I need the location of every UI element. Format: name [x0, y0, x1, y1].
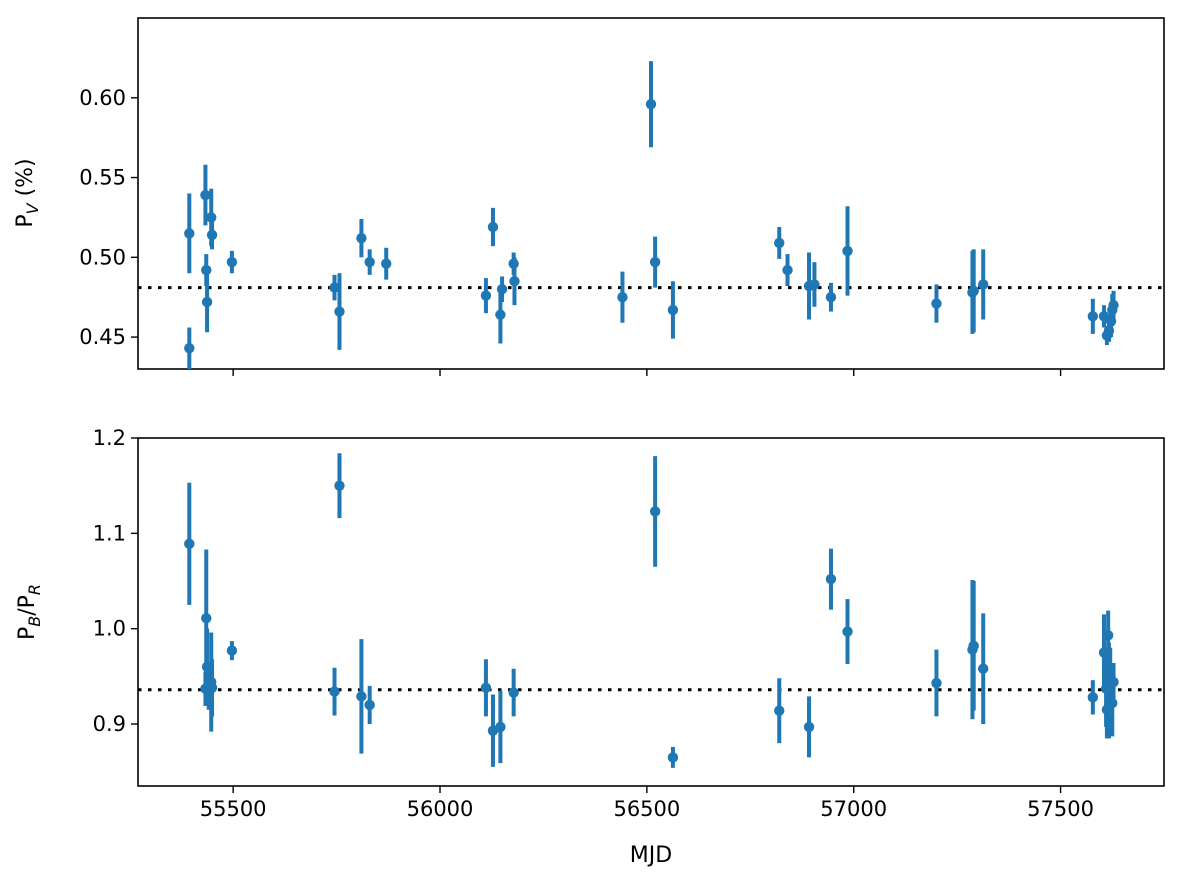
y-tick-label: 1.1 [93, 521, 126, 545]
top-panel: 0.45 0.50 0.55 0.60 PV (%) [13, 17, 1165, 376]
y-tick-label: 0.9 [93, 712, 126, 736]
data-point [968, 640, 979, 652]
data-point [508, 687, 519, 698]
data-point [842, 245, 853, 257]
data-point [364, 256, 375, 268]
x-tick-label: 57000 [820, 797, 887, 821]
data-point [480, 290, 492, 301]
top-plot-frame [137, 17, 1165, 370]
data-point [200, 189, 211, 201]
x-tick-label: 56500 [613, 797, 680, 821]
top-data-series [184, 61, 1119, 369]
data-point [334, 480, 345, 491]
data-point [1087, 692, 1099, 703]
data-point [809, 279, 820, 290]
data-point [617, 292, 628, 303]
data-point [1108, 299, 1119, 311]
top-y-axis: 0.45 0.50 0.55 0.60 [79, 86, 138, 349]
data-point [782, 264, 793, 276]
bottom-x-axis-label: MJD [630, 843, 672, 868]
x-tick-label: 57500 [1027, 797, 1094, 821]
data-point [1087, 311, 1099, 322]
data-point [968, 285, 979, 297]
top-y-axis-label: PV (%) [13, 158, 42, 227]
data-point [184, 343, 195, 354]
bottom-plot-frame [137, 437, 1165, 787]
data-point [649, 256, 661, 268]
data-point [495, 721, 506, 733]
data-point [226, 256, 238, 268]
data-point [480, 682, 492, 693]
data-point [842, 626, 853, 637]
data-point [364, 699, 375, 711]
data-point [667, 304, 679, 316]
data-point [978, 279, 989, 290]
data-point [509, 276, 520, 287]
data-point [329, 686, 340, 697]
bottom-data-series [184, 453, 1119, 768]
data-point [356, 691, 367, 702]
y-tick-label: 0.45 [79, 325, 126, 349]
data-point [381, 258, 392, 269]
y-tick-label: 1.2 [93, 426, 126, 450]
data-point [649, 506, 661, 517]
data-point [978, 663, 989, 674]
data-point [1108, 676, 1119, 688]
data-point [201, 612, 212, 624]
bottom-x-axis: 55500 56000 56500 57000 57500 [200, 786, 1094, 821]
x-tick-label: 56000 [407, 797, 474, 821]
data-point [496, 284, 508, 295]
data-point [206, 212, 217, 223]
data-point [931, 298, 942, 309]
x-tick-label: 55500 [200, 797, 267, 821]
y-tick-label: 0.60 [79, 86, 126, 110]
bottom-y-axis: 0.9 1.0 1.1 1.2 [93, 426, 138, 736]
data-point [334, 306, 345, 317]
y-tick-label: 0.55 [79, 166, 126, 190]
y-tick-label: 0.50 [79, 245, 126, 269]
data-point [184, 228, 195, 239]
data-point [201, 296, 213, 308]
data-point [774, 237, 785, 249]
data-point [226, 645, 238, 656]
bottom-y-axis-label: PB/PR [15, 584, 44, 640]
data-point [825, 292, 837, 303]
data-point [1102, 630, 1114, 641]
data-point [931, 677, 942, 689]
data-point [774, 705, 785, 716]
top-x-axis [232, 369, 1062, 376]
data-point [487, 221, 499, 233]
data-point [329, 282, 340, 293]
data-point [667, 752, 679, 763]
data-point [803, 721, 815, 733]
data-point [206, 682, 218, 693]
data-point [184, 538, 195, 550]
data-point [645, 98, 657, 110]
data-point [356, 232, 367, 244]
data-point [206, 229, 218, 241]
bottom-panel: 0.9 1.0 1.1 1.2 55500 56000 56500 57000 57500 P… [15, 426, 1165, 868]
data-point [825, 573, 837, 585]
data-point [495, 309, 506, 320]
y-tick-label: 1.0 [93, 617, 126, 641]
